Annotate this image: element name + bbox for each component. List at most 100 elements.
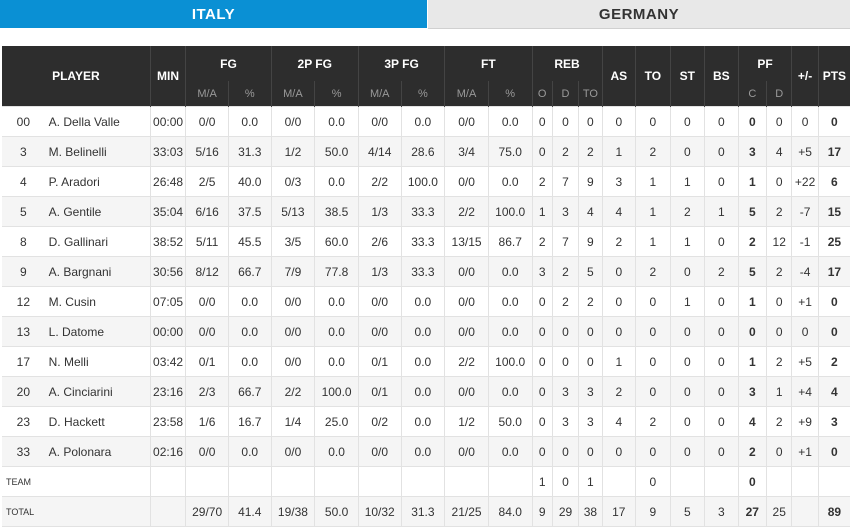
team-row: TEAM 1 0 1 0 0 — [2, 466, 850, 497]
stat-cell: 1 — [766, 376, 792, 407]
tab-home-team[interactable]: ITALY — [0, 0, 427, 28]
col-pf-c[interactable]: C — [737, 81, 767, 107]
stat-cell: 0/0 — [270, 346, 315, 377]
stat-cell: 0.0 — [400, 316, 445, 347]
col-reb-o[interactable]: O — [531, 81, 553, 107]
stat-cell: 0/0 — [444, 166, 489, 197]
stat-cell: 0/3 — [270, 166, 315, 197]
stat-cell: 45.5 — [227, 226, 272, 257]
player-name[interactable]: A. Della Valle — [44, 106, 151, 137]
col-ft-pct[interactable]: % — [487, 81, 533, 107]
stat-cell: 1 — [669, 286, 705, 317]
stat-cell: 0 — [704, 226, 739, 257]
stat-cell: 2 — [601, 226, 636, 257]
col-fg-ma[interactable]: M/A — [185, 81, 229, 107]
boxscore-table: PLAYER MIN FG 2P FG 3P FG FT REB AS TO S… — [2, 46, 850, 527]
stat-cell: 0 — [531, 406, 553, 437]
stat-cell: 0 — [531, 136, 553, 167]
stat-cell: 0 — [531, 286, 553, 317]
col-as[interactable]: AS — [601, 46, 636, 107]
stat-cell: 2 — [551, 136, 579, 167]
table-row: 20 A. Cinciarini 23:16 2/3 66.7 2/2 100.0 0/1 0.… — [2, 376, 850, 407]
player-name[interactable]: A. Cinciarini — [44, 376, 151, 407]
stat-cell: 3 — [817, 406, 850, 437]
player-name[interactable]: A. Gentile — [44, 196, 151, 227]
stat-cell: 0 — [635, 376, 671, 407]
stat-cell: 0.0 — [227, 436, 272, 467]
stat-cell: 0.0 — [314, 286, 359, 317]
stat-cell: 2/3 — [185, 376, 229, 407]
stat-cell: 1 — [635, 226, 671, 257]
stat-cell: 0 — [578, 346, 603, 377]
stat-cell: 23:16 — [149, 376, 186, 407]
col-reb-tot[interactable]: TO — [578, 81, 603, 107]
col-pf-d[interactable]: D — [766, 81, 792, 107]
stat-cell: 0.0 — [227, 106, 272, 137]
stat-cell: 0.0 — [400, 376, 445, 407]
col-plus-minus[interactable]: +/- — [791, 46, 819, 107]
stat-cell: 0/1 — [357, 346, 402, 377]
stat-cell: 5 — [737, 256, 767, 287]
player-name[interactable]: D. Gallinari — [44, 226, 151, 257]
stat-cell: 0.0 — [487, 256, 533, 287]
stat-cell: 2 — [531, 226, 553, 257]
player-name[interactable]: A. Bargnani — [44, 256, 151, 287]
stat-cell: 50.0 — [314, 496, 359, 527]
stat-cell — [270, 466, 315, 497]
col-reb-d[interactable]: D — [551, 81, 579, 107]
table-row: 4 P. Aradori 26:48 2/5 40.0 0/3 0.0 2/2 100.0 0/0… — [2, 166, 850, 197]
stat-cell: 2/2 — [270, 376, 315, 407]
stat-cell: 13/15 — [444, 226, 489, 257]
stat-cell: 0 — [669, 406, 705, 437]
player-name[interactable]: P. Aradori — [44, 166, 151, 197]
stat-cell: 0 — [531, 316, 553, 347]
stat-cell: 3 — [578, 376, 603, 407]
stat-cell: 0 — [635, 346, 671, 377]
col-player[interactable]: PLAYER — [2, 46, 151, 107]
stat-cell: 2 — [551, 286, 579, 317]
player-name[interactable]: M. Belinelli — [44, 136, 151, 167]
stat-cell: 2/5 — [185, 166, 229, 197]
stat-cell: 1 — [737, 166, 767, 197]
stat-cell: 4/14 — [357, 136, 402, 167]
col-bs[interactable]: BS — [704, 46, 739, 107]
tab-away-team[interactable]: GERMANY — [428, 0, 850, 29]
stat-cell: 16.7 — [227, 406, 272, 437]
stat-cell: -7 — [791, 196, 819, 227]
stat-cell: 0 — [737, 106, 767, 137]
col-2pfg-pct[interactable]: % — [314, 81, 359, 107]
stat-cell: 3/5 — [270, 226, 315, 257]
stat-cell: 35:04 — [149, 196, 186, 227]
stat-cell: 0 — [531, 106, 553, 137]
table-row: 00 A. Della Valle 00:00 0/0 0.0 0/0 0.0 0/0 0.0 0… — [2, 106, 850, 137]
player-name[interactable]: D. Hackett — [44, 406, 151, 437]
jersey-number: 9 — [2, 256, 45, 287]
stat-cell: 41.4 — [227, 496, 272, 527]
col-min[interactable]: MIN — [149, 46, 186, 107]
jersey-number: 12 — [2, 286, 45, 317]
stat-cell: 38 — [578, 496, 603, 527]
table-row: 9 A. Bargnani 30:56 8/12 66.7 7/9 77.8 1/3 33.3 0… — [2, 256, 850, 287]
stat-cell: 33.3 — [400, 226, 445, 257]
col-ft-ma[interactable]: M/A — [444, 81, 489, 107]
player-name[interactable]: L. Datome — [44, 316, 151, 347]
player-name[interactable]: M. Cusin — [44, 286, 151, 317]
col-pts[interactable]: PTS — [817, 46, 850, 107]
stat-cell: 0/1 — [185, 346, 229, 377]
stat-cell: 0.0 — [487, 316, 533, 347]
col-fg-pct[interactable]: % — [227, 81, 272, 107]
player-name[interactable]: A. Polonara — [44, 436, 151, 467]
col-3pfg-ma[interactable]: M/A — [357, 81, 402, 107]
stat-cell: 3 — [551, 196, 579, 227]
col-2pfg-ma[interactable]: M/A — [270, 81, 315, 107]
stat-cell: +5 — [791, 346, 819, 377]
stat-cell: 0/0 — [357, 436, 402, 467]
stat-cell: 28.6 — [400, 136, 445, 167]
col-st[interactable]: ST — [669, 46, 705, 107]
col-3pfg-pct[interactable]: % — [400, 81, 445, 107]
stat-cell: 19/38 — [270, 496, 315, 527]
stat-cell: 1 — [578, 466, 603, 497]
col-to[interactable]: TO — [635, 46, 671, 107]
player-name[interactable]: N. Melli — [44, 346, 151, 377]
stat-cell: 0 — [601, 316, 636, 347]
